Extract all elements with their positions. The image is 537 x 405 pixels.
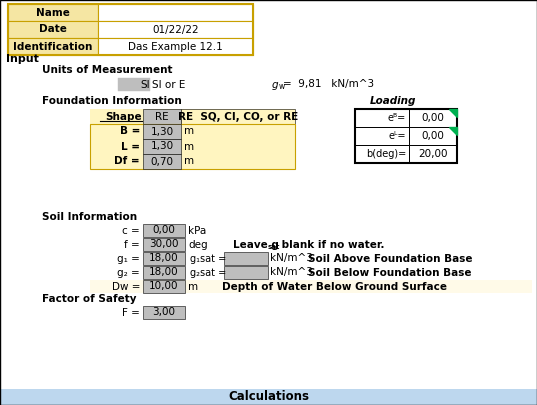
Text: Date: Date	[39, 24, 67, 34]
Text: 0,70: 0,70	[150, 156, 173, 166]
Text: 1,30: 1,30	[150, 141, 173, 151]
Text: w: w	[279, 82, 285, 91]
Text: sat: sat	[268, 244, 280, 250]
Text: g₁ =: g₁ =	[117, 254, 140, 264]
Text: Factor of Safety: Factor of Safety	[42, 294, 136, 304]
Text: RE: RE	[155, 111, 169, 122]
Text: 3,00: 3,00	[153, 307, 176, 318]
Bar	[355, 109, 457, 163]
Bar	[355, 145, 409, 163]
Text: eᴸ=: eᴸ=	[388, 131, 406, 141]
Bar	[143, 238, 185, 251]
Text: 18,00: 18,00	[149, 267, 179, 277]
Text: 20,00: 20,00	[418, 149, 448, 159]
Polygon shape	[449, 127, 457, 135]
Bar	[8, 4, 98, 21]
Text: Identification: Identification	[13, 41, 93, 51]
Text: B =: B =	[120, 126, 140, 136]
Text: m: m	[184, 156, 194, 166]
Text: Df =: Df =	[114, 156, 140, 166]
Bar	[143, 139, 181, 154]
Text: Shape: Shape	[105, 111, 142, 122]
Bar	[90, 124, 295, 169]
Text: Leave g: Leave g	[233, 239, 279, 249]
Text: c =: c =	[122, 226, 140, 235]
Text: Depth of Water Below Ground Surface: Depth of Water Below Ground Surface	[222, 281, 447, 292]
Text: Das Example 12.1: Das Example 12.1	[128, 41, 223, 51]
Bar	[143, 224, 185, 237]
Text: eᴮ=: eᴮ=	[388, 113, 406, 123]
Text: m: m	[188, 281, 198, 292]
Bar	[355, 127, 409, 145]
Bar	[409, 145, 457, 163]
Bar	[98, 21, 253, 38]
Bar	[143, 266, 185, 279]
Text: L =: L =	[121, 141, 140, 151]
Bar	[181, 109, 295, 124]
Text: 0,00: 0,00	[422, 113, 445, 123]
Text: Calculations: Calculations	[228, 390, 309, 403]
Text: 18,00: 18,00	[149, 254, 179, 264]
Text: 10,00: 10,00	[149, 281, 179, 292]
Text: Soil Information: Soil Information	[42, 212, 137, 222]
Bar	[8, 21, 98, 38]
Bar	[143, 124, 181, 139]
Text: kN/m^3: kN/m^3	[270, 254, 313, 264]
Bar	[224, 266, 268, 279]
Text: SI: SI	[140, 79, 150, 90]
Text: Loading: Loading	[370, 96, 416, 106]
Text: kN/m^3: kN/m^3	[270, 267, 313, 277]
Bar	[143, 154, 181, 169]
Bar	[90, 280, 532, 293]
Text: m: m	[184, 126, 194, 136]
Bar	[224, 252, 268, 265]
Text: Input: Input	[6, 54, 39, 64]
Text: 01/22/22: 01/22/22	[152, 24, 199, 34]
Bar	[90, 109, 295, 124]
Text: RE  SQ, CI, CO, or RE: RE SQ, CI, CO, or RE	[178, 111, 298, 122]
Bar	[8, 38, 98, 55]
Bar	[118, 78, 150, 91]
Text: 0,00: 0,00	[153, 226, 176, 235]
Text: Soil Above Foundation Base: Soil Above Foundation Base	[308, 254, 473, 264]
Text: deg: deg	[188, 239, 208, 249]
Bar	[90, 124, 295, 169]
Bar	[409, 127, 457, 145]
Bar	[409, 109, 457, 127]
Text: m: m	[184, 141, 194, 151]
Bar	[143, 280, 185, 293]
Text: g₁sat =: g₁sat =	[190, 254, 226, 264]
Bar	[143, 109, 181, 124]
Text: Foundation Information: Foundation Information	[42, 96, 182, 106]
Text: 1,30: 1,30	[150, 126, 173, 136]
Text: Units of Measurement: Units of Measurement	[42, 65, 172, 75]
Text: =  9,81   kN/m^3: = 9,81 kN/m^3	[283, 79, 374, 90]
Text: SI or E: SI or E	[152, 79, 185, 90]
Text: f =: f =	[124, 239, 140, 249]
Text: g₂ =: g₂ =	[117, 267, 140, 277]
Bar	[0, 389, 537, 405]
Text: b(deg)=: b(deg)=	[366, 149, 406, 159]
Bar	[143, 252, 185, 265]
Text: 0,00: 0,00	[422, 131, 445, 141]
Bar	[8, 4, 253, 55]
Text: blank if no water.: blank if no water.	[278, 239, 384, 249]
Text: Soil Below Foundation Base: Soil Below Foundation Base	[308, 267, 471, 277]
Bar	[98, 38, 253, 55]
Text: g₂sat =: g₂sat =	[190, 267, 226, 277]
Text: F =: F =	[122, 307, 140, 318]
Bar	[143, 306, 185, 319]
Bar	[98, 4, 253, 21]
Bar	[355, 109, 409, 127]
Text: Name: Name	[36, 8, 70, 17]
Text: 30,00: 30,00	[149, 239, 179, 249]
Text: g: g	[272, 79, 279, 90]
Text: kPa: kPa	[188, 226, 206, 235]
Text: Dw =: Dw =	[112, 281, 140, 292]
Polygon shape	[449, 109, 457, 117]
